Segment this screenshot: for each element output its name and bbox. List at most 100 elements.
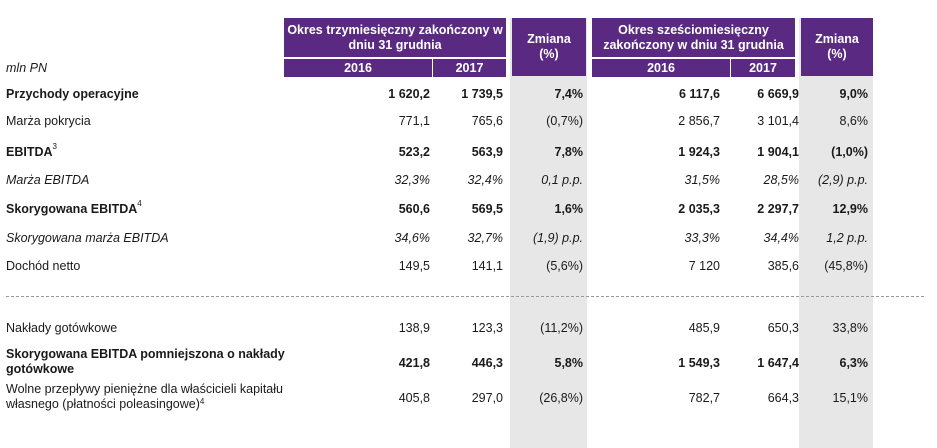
header-change-2: Zmiana (%) [801, 18, 873, 76]
cell: 1 647,4 [757, 356, 799, 370]
cell: 1 904,1 [757, 145, 799, 159]
row-label: Skorygowana EBITDA pomniejszona o nakład… [6, 347, 285, 376]
row-label-text: Skorygowana EBITDA [6, 202, 138, 216]
row-label: Dochód netto [6, 259, 81, 273]
cell: 523,2 [398, 145, 430, 159]
change-column-1-shade [510, 18, 587, 448]
header-group-three-month: Okres trzymiesięczny zakończony w dniu 3… [284, 18, 506, 57]
footnote-marker: 4 [199, 397, 205, 406]
cell: 31,5% [684, 173, 720, 187]
cell: 33,8% [832, 321, 868, 335]
cell: 7 120 [688, 259, 720, 273]
table-row: Skorygowana marża EBITDA 34,6% 32,7% (1,… [0, 228, 937, 248]
cell: 569,5 [471, 202, 503, 216]
row-label: Przychody operacyjne [6, 87, 139, 101]
cell: 765,6 [471, 114, 503, 128]
cell: 664,3 [767, 391, 799, 405]
cell: 782,7 [688, 391, 720, 405]
header-change-1-label: Zmiana (%) [527, 32, 571, 61]
cell: 563,9 [471, 145, 503, 159]
cell: 7,4% [554, 87, 584, 101]
table-row: Przychody operacyjne 1 620,2 1 739,5 7,4… [0, 84, 937, 104]
cell: 12,9% [832, 202, 868, 216]
change-column-2-shade [799, 18, 873, 448]
cell: 2 856,7 [678, 114, 720, 128]
cell: 485,9 [688, 321, 720, 335]
row-label: Skorygowana marża EBITDA [6, 231, 169, 245]
cell: 1 620,2 [388, 87, 430, 101]
cell: (11,2%) [540, 321, 583, 335]
units-label: mln PN [6, 61, 47, 75]
header-group-six-month: Okres sześciomiesięczny zakończony w dni… [592, 18, 795, 57]
cell: 32,3% [394, 173, 430, 187]
cell: 2 297,7 [757, 202, 799, 216]
cell: 3 101,4 [757, 114, 799, 128]
cell: 123,3 [471, 321, 503, 335]
cell: (26,8%) [539, 391, 583, 405]
cell: 6 669,9 [757, 87, 799, 101]
cell: 34,4% [763, 231, 799, 245]
cell: 6,3% [839, 356, 869, 370]
cell: (0,7%) [546, 114, 583, 128]
footnote-marker: 3 [52, 142, 57, 151]
cell: 8,6% [839, 114, 869, 128]
cell: 32,7% [467, 231, 503, 245]
cell: 1,2 p.p. [826, 231, 868, 245]
row-label: Marża pokrycia [6, 114, 91, 128]
table-row: Skorygowana EBITDA4 560,6 569,5 1,6% 2 0… [0, 199, 937, 219]
header-group-three-month-label: Okres trzymiesięczny zakończony w dniu 3… [287, 22, 503, 52]
table-row: Nakłady gotówkowe 138,9 123,3 (11,2%) 48… [0, 318, 937, 338]
row-label: Marża EBITDA [6, 173, 90, 187]
footnote-marker: 4 [137, 199, 142, 208]
cell: (5,6%) [546, 259, 583, 273]
cell: (2,9) p.p. [817, 173, 868, 187]
header-change-2-label: Zmiana (%) [815, 32, 859, 61]
header-year-divider-1 [432, 59, 433, 77]
cell: 34,6% [394, 231, 430, 245]
cell: 385,6 [767, 259, 799, 273]
cell: 405,8 [398, 391, 430, 405]
cell: 6 117,6 [678, 87, 720, 101]
cell: 138,9 [398, 321, 430, 335]
cell: 650,3 [767, 321, 799, 335]
header-change-1: Zmiana (%) [512, 18, 586, 76]
table-row: Wolne przepływy pieniężne dla właściciel… [0, 381, 937, 415]
cell: (1,0%) [831, 145, 868, 159]
header-year-2: 2017 [433, 59, 506, 77]
cell: (1,9) p.p. [532, 231, 583, 245]
cell: 2 035,3 [678, 202, 720, 216]
row-label-text: Wolne przepływy pieniężne dla właściciel… [6, 382, 283, 411]
cell: 771,1 [398, 114, 430, 128]
header-year-3: 2016 [592, 59, 730, 77]
cell: 149,5 [398, 259, 430, 273]
header-year-divider-2 [730, 59, 731, 77]
table-row: Marża pokrycia 771,1 765,6 (0,7%) 2 856,… [0, 111, 937, 131]
cell: 33,3% [684, 231, 720, 245]
cell: 15,1% [832, 391, 868, 405]
cell: 297,0 [471, 391, 503, 405]
cell: 560,6 [398, 202, 430, 216]
section-divider [6, 296, 924, 297]
table-row: Skorygowana EBITDA pomniejszona o nakład… [0, 346, 937, 380]
row-label-text: EBITDA [6, 145, 53, 159]
cell: 32,4% [467, 173, 503, 187]
cell: 28,5% [763, 173, 799, 187]
cell: 141,1 [471, 259, 503, 273]
table-row: Marża EBITDA 32,3% 32,4% 0,1 p.p. 31,5% … [0, 170, 937, 190]
row-label: Nakłady gotówkowe [6, 321, 118, 335]
cell: 446,3 [471, 356, 503, 370]
table-row: Dochód netto 149,5 141,1 (5,6%) 7 120 38… [0, 256, 937, 276]
cell: (45,8%) [824, 259, 868, 273]
header-year-1: 2016 [284, 59, 432, 77]
cell: 1 924,3 [678, 145, 720, 159]
row-label: Skorygowana EBITDA4 [6, 199, 142, 219]
cell: 0,1 p.p. [541, 173, 583, 187]
row-label: Wolne przepływy pieniężne dla właściciel… [6, 382, 306, 412]
table-row: EBITDA3 523,2 563,9 7,8% 1 924,3 1 904,1… [0, 142, 937, 162]
cell: 1 739,5 [461, 87, 503, 101]
header-year-4: 2017 [731, 59, 795, 77]
cell: 5,8% [554, 356, 584, 370]
cell: 1 549,3 [678, 356, 720, 370]
row-label: EBITDA3 [6, 142, 57, 162]
cell: 1,6% [554, 202, 584, 216]
